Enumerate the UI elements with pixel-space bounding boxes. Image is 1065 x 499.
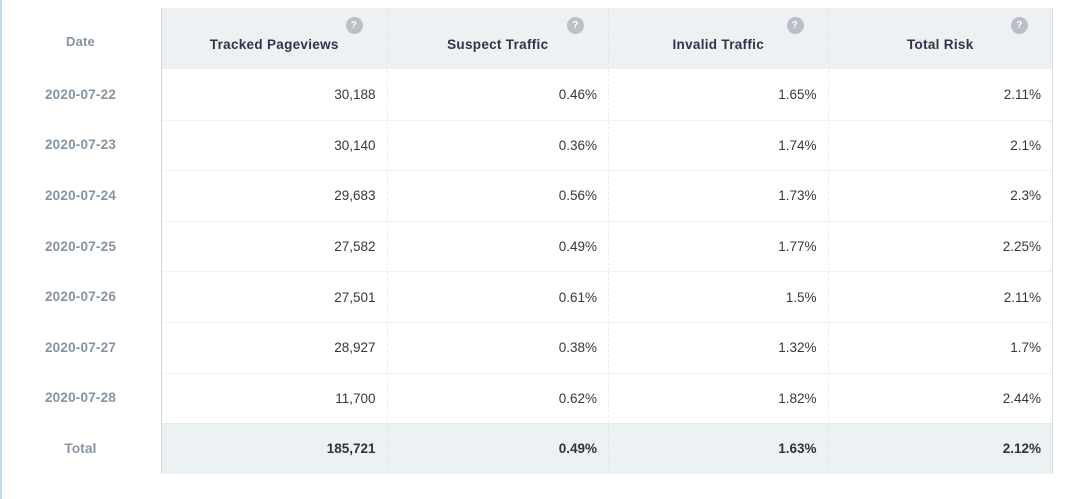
cell-invalid-traffic: 1.32% [608,322,828,373]
table-body: 30,188 0.46% 1.65% 2.11% 30,140 0.36% 1.… [162,69,1052,474]
cell-tracked-pageviews: 30,140 [334,137,376,153]
cell-suspect-traffic: 0.38% [386,322,609,373]
table-row: 30,140 0.36% 1.74% 2.1% [162,119,1053,171]
help-icon[interactable]: ? [1011,17,1028,34]
help-icon[interactable]: ? [345,17,363,34]
table-row: 30,188 0.46% 1.65% 2.11% [162,69,1052,120]
cell-invalid-traffic: 1.65% [608,69,828,120]
total-row-label: Total [64,440,97,456]
cell-invalid-traffic: 1.77% [608,221,828,272]
cell-invalid-traffic: 1.74% [608,120,828,171]
column-header-invalid-traffic: Invalid Traffic ? [608,8,828,69]
table-row: 27,582 0.49% 1.77% 2.25% [162,220,1053,272]
cell-total-risk: 2.11% [827,272,1053,322]
row-date: 2020-07-22 [44,86,117,102]
total-tracked-pageviews: 185,721 [326,441,376,457]
cell-suspect-traffic: 0.36% [386,120,609,171]
cell-suspect-traffic: 0.49% [386,221,609,272]
cell-tracked-pageviews: 27,582 [334,239,376,255]
column-header-suspect-traffic: Suspect Traffic ? [386,8,609,69]
row-date: 2020-07-27 [44,339,117,355]
cell-total-risk: 2.44% [827,373,1053,424]
column-header-label: Invalid Traffic [672,37,765,52]
column-header-total-risk: Total Risk ? [827,8,1053,69]
cell-total-risk: 2.11% [827,69,1053,120]
cell-total-risk: 2.25% [827,221,1053,272]
date-column: Date 2020-07-22 2020-07-23 2020-07-24 20… [0,8,161,474]
row-date: 2020-07-23 [44,137,117,153]
cell-tracked-pageviews: 28,927 [334,340,376,356]
total-total-risk: 2.12% [827,424,1053,474]
cell-tracked-pageviews: 29,683 [334,188,376,204]
table-row: 11,700 0.62% 1.82% 2.44% [162,372,1053,424]
cell-suspect-traffic: 0.62% [386,373,609,424]
cell-invalid-traffic: 1.5% [608,272,828,322]
row-date: 2020-07-28 [44,390,117,406]
left-accent-line [0,0,2,499]
cell-suspect-traffic: 0.56% [386,171,609,221]
cell-total-risk: 1.7% [827,322,1053,373]
row-date: 2020-07-24 [44,187,117,203]
row-date: 2020-07-25 [44,238,117,254]
row-date: 2020-07-26 [44,289,117,305]
cell-invalid-traffic: 1.73% [608,171,828,221]
traffic-data-table: Tracked Pageviews ? Suspect Traffic ? In… [161,8,1053,474]
table-row: 28,927 0.38% 1.32% 1.7% [162,321,1053,373]
cell-total-risk: 2.3% [827,171,1053,221]
table-header-row: Tracked Pageviews ? Suspect Traffic ? In… [162,8,1052,69]
cell-total-risk: 2.1% [827,120,1053,171]
column-header-tracked-pageviews: Tracked Pageviews ? [162,8,387,69]
cell-suspect-traffic: 0.46% [386,69,609,120]
column-header-label: Suspect Traffic [447,37,549,52]
column-header-label: Total Risk [906,37,974,52]
column-header-label: Tracked Pageviews [209,37,339,52]
total-suspect-traffic: 0.49% [386,424,609,474]
cell-suspect-traffic: 0.61% [386,272,609,322]
help-icon[interactable]: ? [567,17,584,34]
table-row: 29,683 0.56% 1.73% 2.3% [162,170,1052,221]
cell-invalid-traffic: 1.82% [608,373,828,424]
total-invalid-traffic: 1.63% [608,424,828,474]
table-row: 27,501 0.61% 1.5% 2.11% [162,271,1052,322]
cell-tracked-pageviews: 27,501 [334,289,376,305]
cell-tracked-pageviews: 30,188 [334,86,376,102]
cell-tracked-pageviews: 11,700 [335,390,376,406]
date-column-header: Date [66,34,95,49]
total-row: 185,721 0.49% 1.63% 2.12% [162,423,1052,474]
help-icon[interactable]: ? [786,17,804,34]
